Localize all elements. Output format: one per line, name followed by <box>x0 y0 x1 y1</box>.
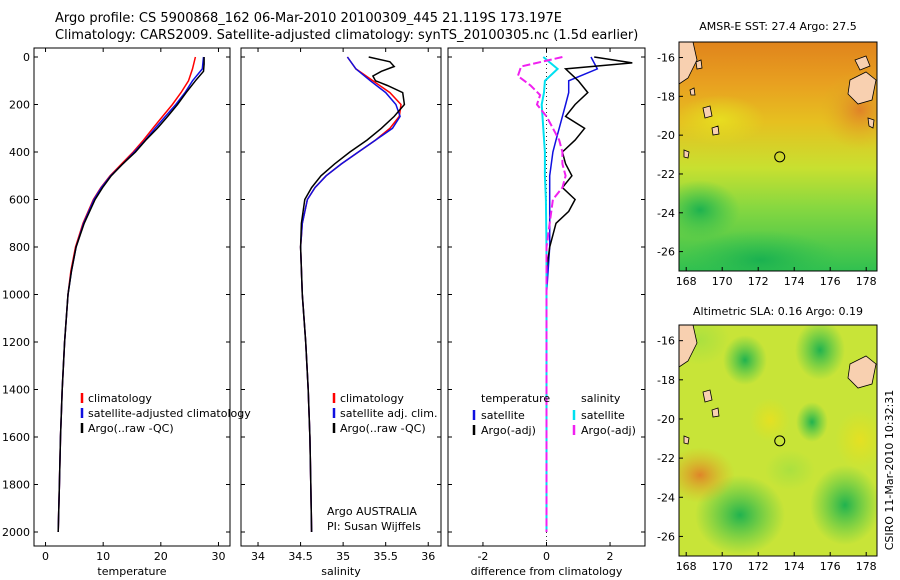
credit-stamp: CSIRO 11-Mar-2010 10:32:31 <box>883 390 896 551</box>
sla_map-ytick-label: -22 <box>657 452 675 465</box>
salinity-xtick-label: 34.5 <box>288 550 313 563</box>
sst_map-ytick-label: -22 <box>657 168 675 181</box>
difference-xtick-label: -2 <box>477 550 488 563</box>
depth-tick-label: 600 <box>9 194 30 207</box>
sst_map-ytick-label: -18 <box>657 90 675 103</box>
legend-label: climatology <box>340 392 404 405</box>
temperature-xtick-label: 20 <box>154 550 168 563</box>
depth-tick-label: 2000 <box>2 526 30 539</box>
temperature-xtick-label: 10 <box>96 550 110 563</box>
series-argo-raw-qc- <box>57 57 205 533</box>
difference-panel: -2 0 2 difference from climatology temperatu… <box>447 47 646 578</box>
sla-land-masses <box>679 325 877 445</box>
sla_map-ytick-label: -26 <box>657 530 675 543</box>
salinity-xtick-label: 35.5 <box>373 550 398 563</box>
legend-label: Argo(..raw -QC) <box>340 422 426 435</box>
difference-xlabel: difference from climatology <box>471 565 623 578</box>
series-argo-raw-qc- <box>299 56 406 533</box>
series-climatology <box>57 56 197 533</box>
sla_map-xtick-label: 176 <box>820 560 841 573</box>
series-salinity-satellite <box>540 56 560 532</box>
legend-label: satellite adj. clim. <box>340 407 437 420</box>
sst_map-ytick-label: -24 <box>657 207 675 220</box>
legend-temperature-header: temperature <box>481 392 550 405</box>
depth-tick-label: 1000 <box>2 289 30 302</box>
legend-label: climatology <box>88 392 152 405</box>
series-satellite-adjusted-climatology <box>57 56 205 533</box>
sst-map-image <box>679 42 877 271</box>
sla_map-xtick-label: 170 <box>712 560 733 573</box>
sst-land-masses <box>679 42 877 159</box>
header-line-1: Argo profile: CS 5900868_162 06-Mar-2010… <box>55 11 563 26</box>
sla_map-ytick-label: -18 <box>657 374 675 387</box>
sst_map-xtick-label: 172 <box>748 275 769 288</box>
sla-map-title: Altimetric SLA: 0.16 Argo: 0.19 <box>693 305 863 318</box>
sla-map-axes: 168 170 172 174 176 178 -16 -18 -20 -22 -24 -26 <box>657 324 878 573</box>
difference-xtick-label: 0 <box>543 550 550 563</box>
sst_map-ytick-label: -16 <box>657 52 675 65</box>
legend-salinity-header: salinity <box>581 392 621 405</box>
sst-map-title: AMSR-E SST: 27.4 Argo: 27.5 <box>699 20 857 33</box>
sst_map-ytick-label: -26 <box>657 246 675 259</box>
sst_map-frame <box>678 41 878 272</box>
legend-label: satellite <box>481 409 525 422</box>
sla_map-ytick-label: -20 <box>657 413 675 426</box>
series-satellite-adj-clim- <box>299 56 401 533</box>
depth-tick-label: 1400 <box>2 384 30 397</box>
series-climatology <box>299 56 402 533</box>
depth-tick-label: 800 <box>9 241 30 254</box>
salinity-panel: 34 34.5 35 35.5 36 salinity climatology satelli… <box>240 47 442 578</box>
depth-tick-label: 0 <box>23 51 30 64</box>
salinity-xtick-label: 35 <box>336 550 350 563</box>
argo-position-marker <box>774 435 786 447</box>
temperature-xtick-label: 0 <box>42 550 49 563</box>
annotation-line-2: PI: Susan Wijffels <box>327 520 421 533</box>
depth-tick-label: 400 <box>9 146 30 159</box>
depth-tick-label: 1200 <box>2 336 30 349</box>
sst_map-xtick-label: 178 <box>856 275 877 288</box>
sla_map-xtick-label: 172 <box>748 560 769 573</box>
temperature-xtick-label: 30 <box>211 550 225 563</box>
legend-label: Argo(-adj) <box>481 424 536 437</box>
sla_map-xtick-label: 174 <box>784 560 805 573</box>
series-temperature-satellite <box>545 56 599 532</box>
difference-xtick-label: 2 <box>607 550 614 563</box>
series-salinity-argo-adj- <box>516 56 567 532</box>
depth-tick-label: 1800 <box>2 479 30 492</box>
sla_map-ytick-label: -24 <box>657 491 675 504</box>
sst-map-axes: 168 170 172 174 176 178 -16 -18 -20 -22 -24 -26 <box>657 41 878 288</box>
header-line-2: Climatology: CARS2009. Satellite-adjuste… <box>55 28 639 43</box>
salinity-plot-frame <box>240 47 442 547</box>
legend-label: satellite <box>581 409 625 422</box>
depth-tick-label: 200 <box>9 99 30 112</box>
sst_map-xtick-label: 170 <box>712 275 733 288</box>
temperature-xlabel: temperature <box>97 565 166 578</box>
sla_map-ytick-label: -16 <box>657 335 675 348</box>
temperature-plot-frame <box>33 47 231 547</box>
salinity-xlabel: salinity <box>321 565 361 578</box>
sla_map-xtick-label: 168 <box>676 560 697 573</box>
salinity-xtick-label: 34 <box>251 550 265 563</box>
argo-position-marker <box>774 151 786 163</box>
sst_map-xtick-label: 176 <box>820 275 841 288</box>
salinity-xtick-label: 36 <box>421 550 435 563</box>
sla_map-xtick-label: 178 <box>856 560 877 573</box>
annotation-line-1: Argo AUSTRALIA <box>327 505 417 518</box>
temperature-panel: 0 10 20 30 0 200 400 600 800 1000 1200 1400 1600 1800… <box>2 47 251 578</box>
depth-tick-label: 1600 <box>2 431 30 444</box>
sst_map-xtick-label: 174 <box>784 275 805 288</box>
legend-label: Argo(..raw -QC) <box>88 422 174 435</box>
sla_map-frame <box>678 324 878 557</box>
legend-label: satellite-adjusted climatology <box>88 407 251 420</box>
sla-map-image <box>679 325 877 556</box>
sst_map-xtick-label: 168 <box>676 275 697 288</box>
sst_map-ytick-label: -20 <box>657 129 675 142</box>
legend-label: Argo(-adj) <box>581 424 636 437</box>
